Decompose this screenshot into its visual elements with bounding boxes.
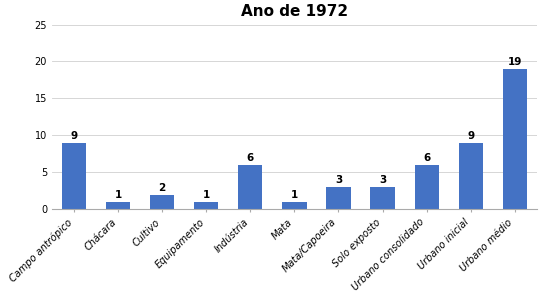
Bar <box>194 202 219 209</box>
Title: Ano de 1972: Ano de 1972 <box>241 4 348 19</box>
Text: 1: 1 <box>291 190 298 200</box>
Text: 6: 6 <box>247 153 254 163</box>
Text: 6: 6 <box>423 153 430 163</box>
Text: 3: 3 <box>379 175 386 185</box>
Bar <box>238 165 262 209</box>
Bar <box>62 143 86 209</box>
Bar <box>371 187 395 209</box>
Text: 3: 3 <box>335 175 342 185</box>
Text: 1: 1 <box>115 190 122 200</box>
Bar <box>150 195 174 209</box>
Text: 2: 2 <box>159 183 166 193</box>
Bar <box>326 187 351 209</box>
Bar <box>282 202 307 209</box>
Bar <box>106 202 130 209</box>
Text: 1: 1 <box>202 190 210 200</box>
Text: 9: 9 <box>70 131 77 141</box>
Bar <box>459 143 483 209</box>
Text: 9: 9 <box>467 131 474 141</box>
Bar <box>414 165 439 209</box>
Bar <box>503 69 527 209</box>
Text: 19: 19 <box>507 57 522 67</box>
